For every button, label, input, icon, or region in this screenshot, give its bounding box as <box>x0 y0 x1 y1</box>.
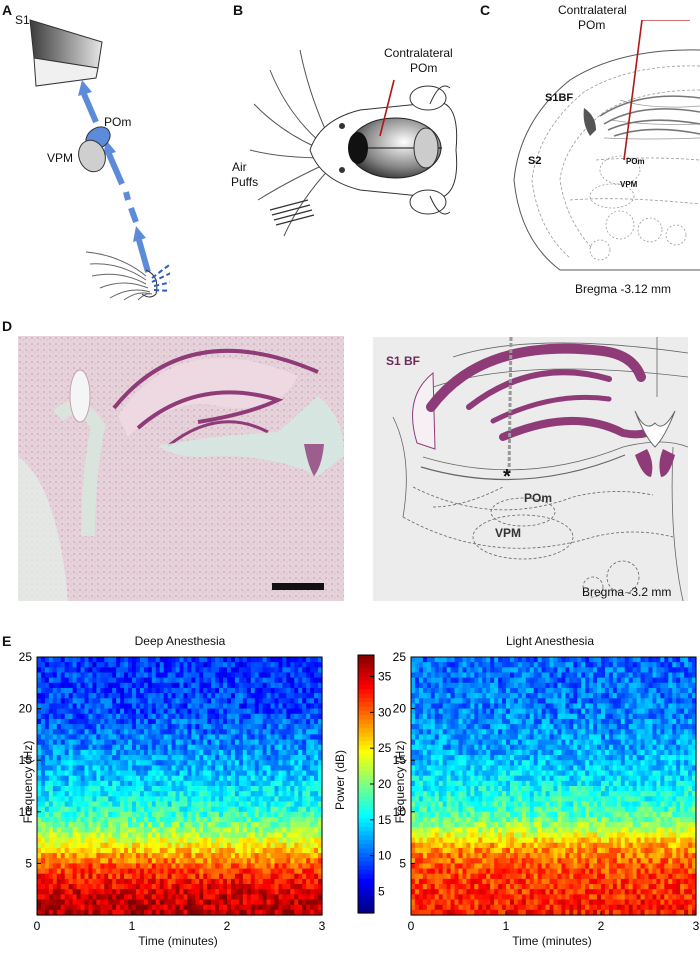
spectrogram-cells <box>411 657 697 916</box>
plot-frame <box>410 656 697 916</box>
coronal-atlas-section <box>513 20 700 271</box>
panel-a-letter: A <box>2 2 13 18</box>
s1bf-label-c: S1BF <box>545 92 574 104</box>
chart-title-light: Light Anesthesia <box>505 634 595 648</box>
x-tick-label: 3 <box>319 919 326 933</box>
section-outline <box>513 49 700 271</box>
x-tick-label: 1 <box>503 919 510 933</box>
deflected-whiskers <box>151 263 170 292</box>
spectrogram-cells <box>37 657 323 916</box>
atlas-overlay <box>373 337 688 601</box>
s1-label: S1 <box>15 13 30 27</box>
x-tick-label: 1 <box>129 919 136 933</box>
colorbar-gradient <box>358 655 374 914</box>
pathway-diagram <box>29 19 170 301</box>
pom-label-c: POm <box>626 157 645 166</box>
pom-label: POm <box>104 115 132 129</box>
y-tick-label: 5 <box>399 856 406 870</box>
panel-e-letter: E <box>2 633 12 649</box>
y-tick-label: 20 <box>19 702 33 716</box>
bregma-label-d: Bregma -3.2 mm <box>582 585 672 599</box>
panel-d-letter: D <box>2 318 13 334</box>
recording-site-marker: * <box>503 466 511 488</box>
colorbar-tick-label: 20 <box>378 777 392 791</box>
whisker-pad <box>85 251 158 301</box>
cerebellum <box>413 127 439 169</box>
pom-label-d: POm <box>524 491 553 505</box>
ear-top <box>409 85 447 111</box>
rat-top-view <box>249 49 458 237</box>
x-tick-label: 2 <box>224 919 231 933</box>
x-tick-label: 0 <box>34 919 41 933</box>
xlabel-light: Time (minutes) <box>512 934 592 948</box>
y-tick-label: 25 <box>19 650 33 664</box>
y-tick-label: 15 <box>19 753 33 767</box>
s1bf-label-d: S1 BF <box>386 354 421 368</box>
y-tick-label: 15 <box>393 753 407 767</box>
puffs-label: Puffs <box>231 175 259 189</box>
histology-micrograph <box>18 336 344 601</box>
vpm-label-d: VPM <box>495 526 522 540</box>
colorbar-tick-label: 30 <box>378 705 392 719</box>
vpm-label-c: VPM <box>620 180 638 189</box>
shaded-region <box>583 108 596 136</box>
ear-bottom <box>409 189 447 215</box>
xlabel-deep: Time (minutes) <box>138 934 218 948</box>
scale-bar <box>272 583 324 590</box>
pom-title-c: POm <box>578 18 606 32</box>
hippocampus-lines <box>599 95 700 137</box>
colorbar-label: Power (dB) <box>333 749 347 811</box>
pathway-arrows <box>78 80 151 273</box>
y-tick-label: 25 <box>393 650 407 664</box>
x-tick-label: 3 <box>693 919 700 933</box>
air-label: Air <box>232 160 247 174</box>
y-tick-label: 10 <box>393 805 407 819</box>
y-tick-label: 5 <box>25 856 32 870</box>
colorbar-tick-label: 15 <box>378 813 392 827</box>
colorbar-tick-label: 10 <box>378 849 392 863</box>
pom-pointer-c <box>623 20 643 161</box>
vpm-label: VPM <box>47 151 74 165</box>
plot-frame <box>36 656 323 916</box>
chart-title-deep: Deep Anesthesia <box>134 634 226 648</box>
panel-b-letter: B <box>233 2 244 18</box>
bregma-label-c: Bregma -3.12 mm <box>575 282 672 296</box>
colorbar-tick-label: 25 <box>378 741 392 755</box>
s2-label-c: S2 <box>528 155 542 167</box>
y-tick-label: 10 <box>19 805 33 819</box>
ylabel-deep: Frequency (Hz) <box>21 740 35 824</box>
pom-pointer <box>379 79 395 137</box>
pom-label-b: POm <box>410 61 438 75</box>
colorbar-tick-label: 35 <box>378 670 392 684</box>
x-tick-label: 0 <box>408 919 415 933</box>
panel-c-letter: C <box>480 2 491 18</box>
x-tick-label: 2 <box>598 919 605 933</box>
contralateral-label-b: Contralateral <box>384 46 453 60</box>
colorbar-tick-label: 5 <box>378 885 385 899</box>
s1-cortex-block <box>29 19 103 87</box>
air-puff-pipettes <box>269 199 315 226</box>
thalamic-nuclei <box>78 126 111 173</box>
contralateral-label-c: Contralateral <box>558 3 627 17</box>
ylabel-light: Frequency (Hz) <box>393 740 407 824</box>
electrode-track <box>507 337 513 474</box>
y-tick-label: 20 <box>393 702 407 716</box>
